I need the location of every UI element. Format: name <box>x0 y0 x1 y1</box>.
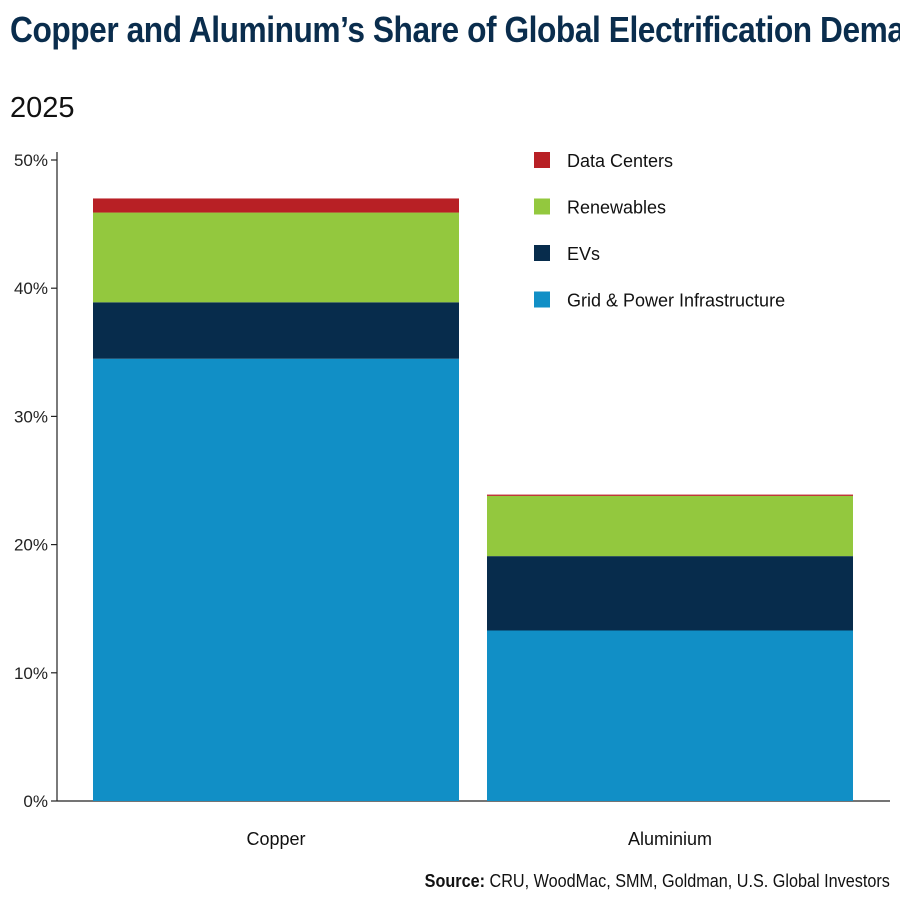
legend-label: Data Centers <box>567 151 673 171</box>
bar-copper-data-centers <box>93 198 459 213</box>
y-tick-label: 20% <box>14 536 48 555</box>
y-tick-label: 10% <box>14 664 48 683</box>
source-note: Source: CRU, WoodMac, SMM, Goldman, U.S.… <box>425 871 890 892</box>
legend-swatch <box>534 152 550 168</box>
legend-label: Renewables <box>567 198 666 218</box>
y-tick-label: 0% <box>23 792 48 811</box>
bar-aluminium-data-centers <box>487 494 853 496</box>
y-tick-label: 50% <box>14 151 48 170</box>
bar-copper-renewables <box>93 212 459 303</box>
x-tick-label: Copper <box>246 829 305 849</box>
x-tick-label: Aluminium <box>628 829 712 849</box>
legend-label: EVs <box>567 244 600 264</box>
bar-copper-evs <box>93 302 459 359</box>
chart-subtitle: 2025 <box>10 92 75 124</box>
chart-title: Copper and Aluminum’s Share of Global El… <box>10 9 900 50</box>
bar-aluminium-renewables <box>487 495 853 557</box>
legend-swatch <box>534 291 550 308</box>
bar-aluminium-grid-power-infrastructure <box>487 630 853 801</box>
y-tick-label: 40% <box>14 279 48 298</box>
legend-label: Grid & Power Infrastructure <box>567 291 785 311</box>
source-label: Source: <box>424 871 486 891</box>
bar-aluminium-evs <box>487 556 853 631</box>
legend-swatch <box>534 198 550 215</box>
source-text: CRU, WoodMac, SMM, Goldman, U.S. Global … <box>485 871 890 891</box>
y-tick-label: 30% <box>14 407 48 426</box>
legend-swatch <box>534 245 550 261</box>
bar-copper-grid-power-infrastructure <box>93 358 459 801</box>
